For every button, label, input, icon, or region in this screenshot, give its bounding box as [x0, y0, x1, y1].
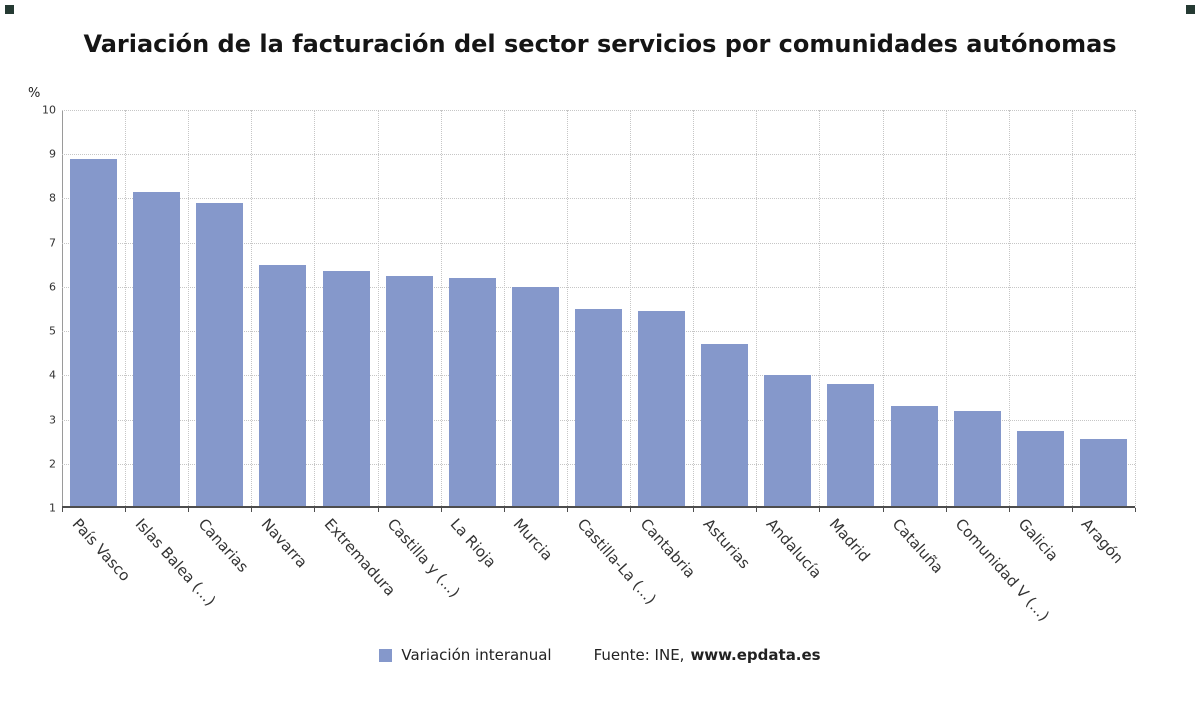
vertical-gridline [756, 110, 758, 508]
plot-area: 1 2 3 4 5 6 7 8 9 10 País Vasco Islas Balea (...) Ca… [42, 104, 1136, 625]
x-axis-tick [1071, 508, 1073, 512]
y-tick-label: 2 [49, 457, 56, 471]
x-axis-tick [630, 508, 632, 512]
y-tick-label: 5 [49, 324, 56, 338]
bar [133, 191, 181, 508]
x-axis-tick [251, 508, 253, 512]
x-category-label: Aragón [1078, 515, 1128, 568]
bar [322, 271, 370, 508]
x-axis-tick [440, 508, 442, 512]
vertical-gridline [566, 110, 568, 508]
x-category-label: Navarra [257, 515, 311, 572]
y-tick-label: 4 [49, 368, 56, 382]
vertical-gridline [1135, 110, 1136, 508]
bar [259, 264, 307, 508]
vertical-gridline [630, 110, 632, 508]
bar [448, 278, 496, 508]
vertical-gridline [945, 110, 947, 508]
bar [638, 311, 686, 508]
bar [385, 275, 433, 508]
y-tick-label: 3 [49, 413, 56, 427]
x-category-label: Galicia [1014, 515, 1063, 565]
vertical-gridline [251, 110, 253, 508]
chart-title: Variación de la facturación del sector s… [83, 30, 1117, 58]
vertical-gridline [314, 110, 316, 508]
x-category-label: País Vasco [68, 515, 134, 585]
bar [827, 384, 875, 508]
source-prefix: Fuente: INE, [593, 646, 685, 664]
bar [1016, 430, 1064, 508]
source-link: www.epdata.es [690, 646, 821, 664]
x-axis-tick [314, 508, 316, 512]
x-axis-tick [693, 508, 695, 512]
x-category-label: Madrid [825, 515, 874, 566]
bar [511, 286, 559, 508]
y-tick-label: 6 [49, 280, 56, 294]
vertical-gridline [693, 110, 695, 508]
x-axis-tick [62, 508, 63, 512]
x-axis-tick [566, 508, 568, 512]
x-axis-tick [882, 508, 884, 512]
y-axis-unit-label: % [28, 86, 41, 101]
x-category-label: Asturias [699, 515, 754, 573]
x-axis-tick [756, 508, 758, 512]
horizontal-gridline [62, 198, 1135, 200]
horizontal-gridline [62, 110, 1135, 111]
bar [764, 375, 812, 508]
x-axis-tick [503, 508, 505, 512]
x-category-label: Murcia [509, 515, 557, 565]
bar [1079, 439, 1127, 508]
y-tick-label: 8 [49, 191, 56, 205]
corner-mark-top-left [5, 5, 14, 14]
bar [953, 410, 1001, 508]
x-axis-tick [819, 508, 821, 512]
y-tick-label: 1 [49, 501, 56, 515]
bar [196, 202, 244, 508]
source-text: Fuente: INE, www.epdata.es [594, 646, 821, 664]
bar [890, 406, 938, 508]
x-axis-tick [188, 508, 190, 512]
legend-swatch [379, 648, 393, 662]
x-axis-tick [377, 508, 379, 512]
vertical-gridline [1008, 110, 1010, 508]
x-axis-tick [1008, 508, 1010, 512]
bar [701, 344, 749, 508]
x-axis-tick [1135, 508, 1136, 512]
x-category-label: Cataluña [888, 515, 947, 577]
legend-label: Variación interanual [401, 646, 552, 664]
y-tick-label: 10 [42, 103, 56, 117]
vertical-gridline [503, 110, 505, 508]
x-axis-tick [125, 508, 127, 512]
x-axis-line [62, 506, 1135, 508]
x-category-label: Canarias [194, 515, 252, 576]
y-axis-line [62, 110, 63, 508]
x-category-label: La Rioja [446, 515, 501, 572]
bar [70, 158, 118, 508]
corner-mark-top-right [1186, 5, 1195, 14]
horizontal-gridline [62, 242, 1135, 244]
horizontal-gridline [62, 154, 1135, 156]
x-category-label: Cantabria [636, 515, 699, 582]
y-tick-label: 7 [49, 236, 56, 250]
horizontal-gridline [62, 286, 1135, 288]
vertical-gridline [1071, 110, 1073, 508]
y-tick-label: 9 [49, 147, 56, 161]
x-axis-tick [945, 508, 947, 512]
legend: Variación interanual Fuente: INE, www.epd… [0, 646, 1200, 664]
vertical-gridline [819, 110, 821, 508]
vertical-gridline [377, 110, 379, 508]
vertical-gridline [882, 110, 884, 508]
x-category-label: Andalucía [762, 515, 826, 582]
vertical-gridline [188, 110, 190, 508]
vertical-gridline [125, 110, 127, 508]
bar [575, 309, 622, 508]
vertical-gridline [440, 110, 442, 508]
